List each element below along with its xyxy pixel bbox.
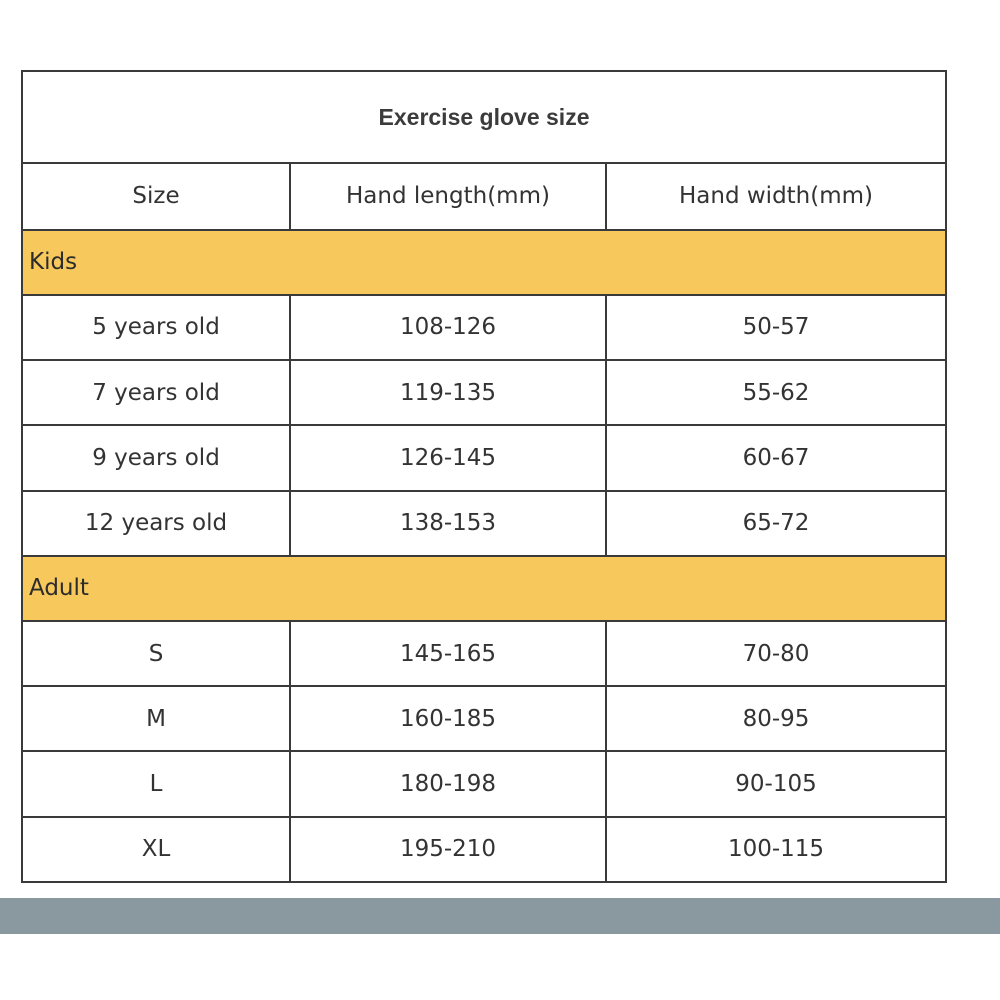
table-row: L 180-198 90-105 (21, 750, 948, 818)
hand-length-cell: 138-153 (289, 489, 607, 557)
hand-length-cell: 126-145 (289, 424, 607, 492)
size-cell: S (21, 619, 291, 688)
hand-length-cell: 195-210 (289, 815, 607, 884)
hand-length-cell: 119-135 (289, 359, 607, 427)
hand-width-cell: 80-95 (604, 685, 948, 753)
table-row: 12 years old 138-153 65-72 (21, 489, 948, 557)
size-cell: XL (21, 815, 291, 884)
title-row: Exercise glove size (20, 69, 948, 165)
header-row: Size Hand length(mm) Hand width(mm) (21, 162, 948, 231)
group-row-kids: Kids (20, 228, 948, 296)
hand-length-cell: 160-185 (289, 685, 607, 753)
table-row: XL 195-210 100-115 (21, 815, 948, 884)
hand-width-cell: 70-80 (604, 619, 948, 688)
table-row: 9 years old 126-145 60-67 (21, 424, 948, 492)
group-label-adult: Adult (20, 554, 948, 622)
hand-length-cell: 145-165 (289, 619, 607, 688)
hand-length-cell: 180-198 (289, 750, 607, 818)
hand-width-cell: 90-105 (604, 750, 948, 818)
group-label-kids: Kids (20, 228, 948, 296)
size-cell: M (21, 685, 291, 753)
footer-band (0, 898, 1000, 934)
hand-width-cell: 100-115 (604, 815, 948, 884)
column-header-hand-width: Hand width(mm) (604, 162, 948, 231)
size-cell: L (21, 750, 291, 818)
table-row: S 145-165 70-80 (21, 619, 948, 688)
size-cell: 5 years old (21, 293, 291, 362)
size-cell: 7 years old (21, 359, 291, 427)
size-cell: 9 years old (21, 424, 291, 492)
table-row: M 160-185 80-95 (21, 685, 948, 753)
size-cell: 12 years old (21, 489, 291, 557)
group-row-adult: Adult (20, 554, 948, 622)
glove-size-table: Exercise glove size Size Hand length(mm)… (20, 69, 948, 884)
table-row: 5 years old 108-126 50-57 (21, 293, 948, 362)
hand-width-cell: 65-72 (604, 489, 948, 557)
hand-width-cell: 50-57 (604, 293, 948, 362)
hand-length-cell: 108-126 (289, 293, 607, 362)
table-title: Exercise glove size (20, 69, 948, 165)
table-row: 7 years old 119-135 55-62 (21, 359, 948, 427)
column-header-hand-length: Hand length(mm) (289, 162, 607, 231)
column-header-size: Size (21, 162, 291, 231)
hand-width-cell: 55-62 (604, 359, 948, 427)
hand-width-cell: 60-67 (604, 424, 948, 492)
